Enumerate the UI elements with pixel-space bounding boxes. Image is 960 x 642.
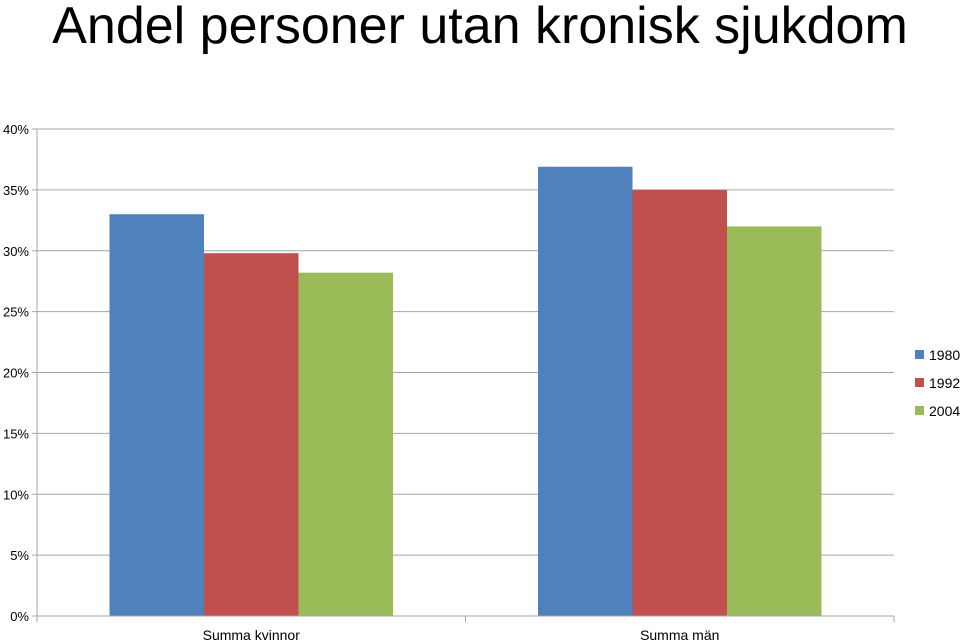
x-tick-labels: Summa kvinnor Summa män <box>203 627 720 642</box>
bars <box>109 166 822 616</box>
axes <box>32 128 895 622</box>
legend-swatch-2004 <box>915 406 924 415</box>
x-tick-label: Summa kvinnor <box>203 627 301 642</box>
y-tick-label: 30% <box>3 244 29 259</box>
x-tick-label: Summa män <box>640 627 719 642</box>
legend-label-1992: 1992 <box>929 375 960 391</box>
chart-title: Andel personer utan kronisk sjukdom <box>52 0 908 55</box>
legend: 1980 1992 2004 <box>915 347 960 419</box>
legend-label-2004: 2004 <box>929 403 960 419</box>
bar-1980-1 <box>109 214 204 616</box>
legend-label-1980: 1980 <box>929 347 960 363</box>
y-tick-label: 5% <box>10 548 29 563</box>
bar-1980-2 <box>538 166 633 616</box>
legend-swatch-1980 <box>915 350 924 359</box>
y-tick-label: 0% <box>10 609 29 624</box>
legend-swatch-1992 <box>915 378 924 387</box>
y-tick-label: 25% <box>3 305 29 320</box>
y-tick-labels: 0% 5% 10% 15% 20% 25% 30% 35% 40% <box>3 122 29 624</box>
bar-2004-2 <box>727 226 822 616</box>
y-tick-label: 40% <box>3 122 29 137</box>
bar-2004-1 <box>298 272 393 616</box>
y-tick-label: 35% <box>3 183 29 198</box>
y-tick-label: 20% <box>3 366 29 381</box>
bar-1992-2 <box>632 189 727 616</box>
y-tick-label: 15% <box>3 426 29 441</box>
y-tick-label: 10% <box>3 487 29 502</box>
bar-1992-1 <box>204 253 299 616</box>
